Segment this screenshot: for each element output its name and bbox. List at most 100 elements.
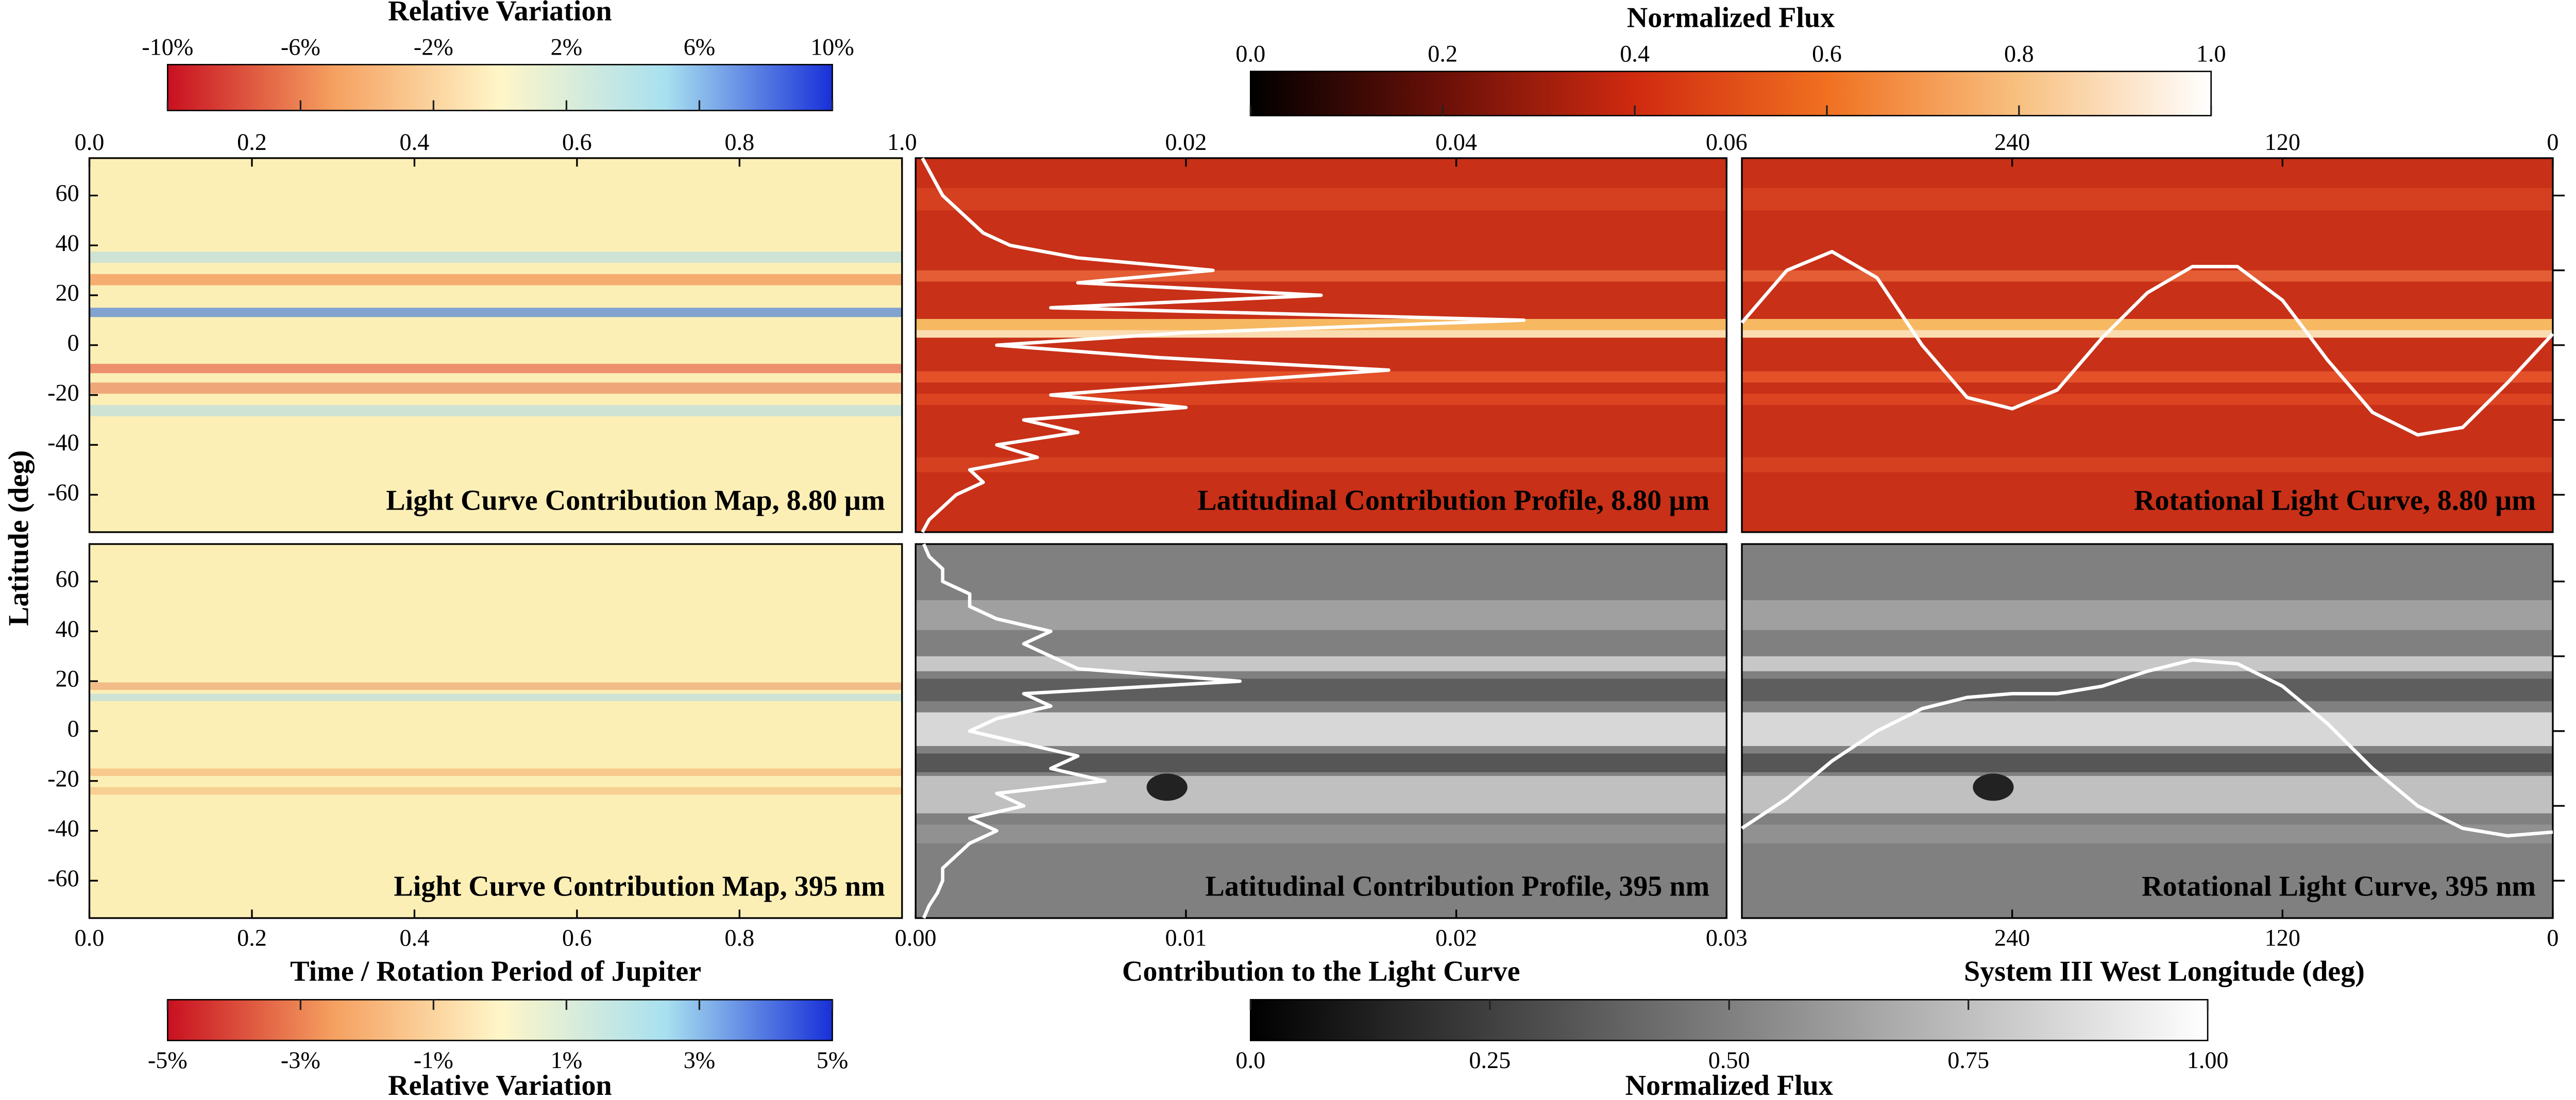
colorbar-tick-label: 5%	[817, 1047, 849, 1073]
panel-title: Rotational Light Curve, 395 nm	[2142, 871, 2536, 903]
band	[916, 656, 1727, 671]
great-red-spot	[1973, 773, 2014, 801]
band	[1741, 600, 2553, 630]
colorbar-tick-label: 1.0	[2196, 40, 2226, 66]
panel-title: Light Curve Contribution Map, 8.80 µm	[386, 485, 885, 517]
x-tick-label: 0.00	[895, 924, 937, 951]
band	[89, 787, 902, 795]
panel-title: Latitudinal Contribution Profile, 8.80 µ…	[1197, 485, 1709, 517]
panel-background	[89, 544, 902, 918]
colorbar-tick-label: 0.8	[2004, 40, 2034, 66]
colorbar-body	[166, 999, 833, 1041]
y-tick-label: 60	[56, 180, 79, 206]
band	[916, 753, 1727, 772]
colorbar: 0.0 0.25 0.50 0.75 1.00 Normalized Flux	[1235, 999, 2229, 1100]
colorbar-tick-label: 0.2	[1428, 40, 1458, 66]
colorbar-tick-label: -2%	[414, 33, 453, 60]
x-tick-label: 240	[1994, 129, 2030, 155]
colorbar-tick-label: 0.50	[1708, 1047, 1750, 1073]
colorbar-title: Normalized Flux	[1627, 2, 1835, 33]
colorbar-tick-label: 2%	[551, 33, 583, 60]
x-tick-label: 240	[1994, 924, 2030, 951]
panel-background	[1741, 158, 2553, 532]
band	[89, 364, 902, 374]
y-tick-label: -20	[47, 765, 79, 791]
light-curve	[1740, 250, 2554, 437]
y-tick-label: 40	[56, 230, 79, 256]
colorbar-body	[1249, 71, 2212, 116]
colorbar-tick-label: 3%	[684, 1047, 716, 1073]
band	[916, 679, 1727, 701]
band	[1741, 753, 2553, 772]
colorbar-tick-label: -10%	[142, 33, 193, 60]
band	[89, 768, 902, 776]
x-tick-label: 0.2	[237, 924, 267, 951]
band	[1741, 330, 2553, 338]
band	[1741, 188, 2553, 211]
band	[916, 188, 1727, 211]
x-tick-label: 0.4	[400, 924, 430, 951]
band	[916, 824, 1727, 843]
panel: 0.02 0.04 0.06 Latitudinal Contribution Pro…	[914, 129, 1748, 533]
band	[916, 394, 1727, 405]
band	[916, 330, 1727, 338]
x-tick-label: 0.8	[725, 129, 755, 155]
panel-frame	[914, 543, 1727, 919]
colorbar-tick-label: 1%	[551, 1047, 583, 1073]
colorbar-tick-label: 0.6	[1812, 40, 1842, 66]
band	[89, 405, 902, 416]
y-tick-label: -60	[47, 479, 79, 505]
band	[89, 382, 902, 394]
x-tick-label: 0.02	[1435, 924, 1477, 951]
colorbar-tick-label: -3%	[281, 1047, 320, 1073]
colorbar: 0.0 0.2 0.4 0.6 0.8 1.0 Normalized Flux	[1235, 2, 2226, 116]
x-tick-label: 1.0	[887, 129, 917, 155]
x-tick-label: 0.01	[1165, 924, 1207, 951]
band	[89, 251, 902, 263]
x-axis-label: Contribution to the Light Curve	[1122, 956, 1520, 988]
colorbar-tick-label: 0.0	[1235, 40, 1265, 66]
band	[1741, 457, 2553, 472]
panel-title: Latitudinal Contribution Profile, 395 nm	[1205, 871, 1709, 903]
colorbar-tick-label: -5%	[148, 1047, 188, 1073]
band	[1741, 656, 2553, 671]
x-tick-label: 0.0	[75, 129, 105, 155]
y-tick-label: -40	[47, 429, 79, 455]
colorbar-tick-label: 0.25	[1469, 1047, 1511, 1073]
colorbar-tick-label: 0.4	[1620, 40, 1650, 66]
y-tick-label: 20	[56, 280, 79, 306]
band	[1741, 371, 2553, 383]
x-axis-label: System III West Longitude (deg)	[1964, 956, 2365, 988]
y-tick-label: 60	[56, 566, 79, 592]
colorbar-title: Relative Variation	[388, 1070, 612, 1100]
y-tick-label: 0	[67, 716, 79, 742]
colorbar-tick-label: 6%	[684, 33, 716, 60]
profile-line	[922, 543, 1242, 919]
x-tick-label: 0.6	[562, 129, 592, 155]
light-curve	[1741, 658, 2553, 838]
great-red-spot	[1146, 773, 1188, 801]
panel-title: Light Curve Contribution Map, 395 nm	[394, 871, 885, 903]
band	[916, 600, 1727, 630]
x-tick-label: 0.8	[725, 924, 755, 951]
y-tick-label: -60	[47, 865, 79, 891]
x-tick-label: 0.06	[1706, 129, 1748, 155]
colorbar: -5% -3% -1% 1% 3% 5% Relative Variation	[148, 999, 849, 1100]
x-tick-label: 0.04	[1435, 129, 1477, 155]
band	[89, 693, 902, 701]
x-tick-label: 0.03	[1706, 924, 1748, 951]
band	[89, 274, 902, 285]
y-axis-label: Latitude (deg)	[3, 450, 35, 626]
colorbar-body	[166, 64, 833, 111]
band	[1741, 824, 2553, 843]
colorbar-tick-label: 0.75	[1947, 1047, 1989, 1073]
band	[916, 776, 1727, 814]
x-tick-label: 120	[2265, 924, 2300, 951]
band	[916, 270, 1727, 282]
band	[89, 308, 902, 317]
panel: 24012000.980.991.001.011.02Rotational Li…	[1740, 129, 2565, 533]
profile-line	[921, 157, 1526, 533]
colorbar-tick-label: 1.00	[2187, 1047, 2229, 1073]
